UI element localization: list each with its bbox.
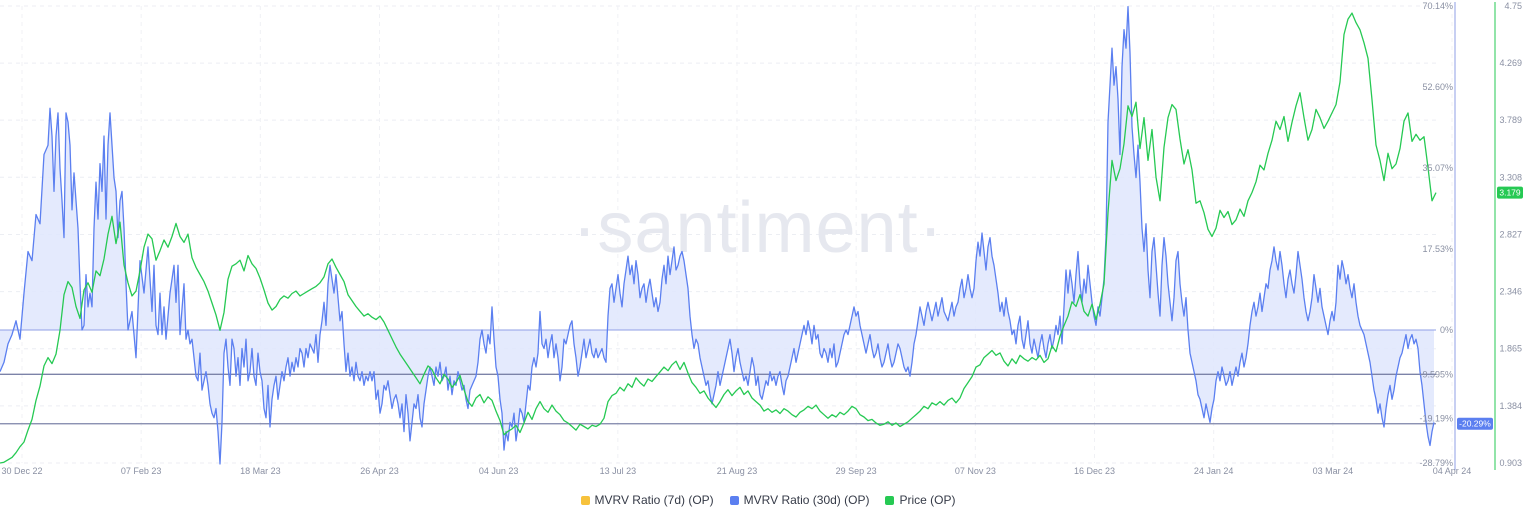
legend-swatch [580,495,590,505]
x-axis-tick-label: 21 Aug 23 [717,466,758,476]
mvrv-fill-layer [0,6,1434,464]
legend-item-mvrv-7d[interactable]: MVRV Ratio (7d) (OP) [580,493,714,507]
left-axis-tick-label: 52.60% [1422,82,1453,92]
mvrv-30d-area-fill [0,6,1434,464]
right-axis-tick-label: 2.346 [1499,287,1522,297]
x-axis-tick-label: 07 Nov 23 [955,466,996,476]
x-axis-tick-label: 13 Jul 23 [600,466,637,476]
left-axis-tick-label: -19.19% [1419,414,1453,424]
x-axis-tick-label: 29 Sep 23 [836,466,877,476]
right-axis-tick-label: 4.269 [1499,58,1522,68]
legend-swatch [885,495,895,505]
right-axis-tick-label: 1.384 [1499,401,1522,411]
right-axis-tick-label: 2.827 [1499,229,1522,239]
legend: MVRV Ratio (7d) (OP) MVRV Ratio (30d) (O… [0,489,1536,511]
left-axis-tick-label: -9.595% [1419,369,1453,379]
x-axis-tick-label: 04 Jun 23 [479,466,519,476]
mvrv-current-badge [1457,417,1493,430]
left-axis-tick-label: 17.53% [1422,244,1453,254]
price-line [0,12,1437,464]
price-current-badge [1497,186,1523,199]
santiment-watermark: ·santiment· [572,188,943,268]
right-axis-tick-label: 1.865 [1499,344,1522,354]
mvrv-30d-line [0,5,1435,465]
legend-item-price[interactable]: Price (OP) [885,493,955,507]
axis-layer: 70.14% 52.60% 35.07% 17.53% 0% -9.595% -19.19%… [1,1,1523,476]
x-axis-tick-label: 30 Dec 22 [1,466,42,476]
mvrv-current-value: -20.29% [1459,419,1491,429]
x-axis-tick-label: 16 Dec 23 [1074,466,1115,476]
right-axis-tick-label: 3.789 [1499,115,1522,125]
legend-item-mvrv-30d[interactable]: MVRV Ratio (30d) (OP) [729,493,870,507]
x-axis-tick-label: 24 Jan 24 [1194,466,1234,476]
left-axis-tick-label: 0% [1440,325,1453,335]
left-axis-tick-label: 35.07% [1422,163,1453,173]
x-axis-tick-label: 07 Feb 23 [121,466,162,476]
x-axis-tick-label: 03 Mar 24 [1313,466,1354,476]
legend-label: MVRV Ratio (30d) (OP) [743,493,870,507]
x-axis-tick-label: 04 Apr 24 [1433,466,1472,476]
legend-label: MVRV Ratio (7d) (OP) [594,493,714,507]
left-axis-tick-label: 70.14% [1422,1,1453,11]
left-axis-tick-label: -28.79% [1419,458,1453,468]
legend-label: Price (OP) [899,493,956,507]
price-current-value: 3.179 [1499,188,1521,198]
series-layer [0,5,1437,465]
legend-swatch [729,495,739,505]
x-axis-tick-label: 18 Mar 23 [240,466,281,476]
right-axis-tick-label: 4.75 [1504,1,1522,11]
x-axis-tick-label: 26 Apr 23 [360,466,399,476]
right-axis-tick-label: 0.903 [1499,458,1522,468]
right-axis-tick-label: 3.308 [1499,172,1522,182]
